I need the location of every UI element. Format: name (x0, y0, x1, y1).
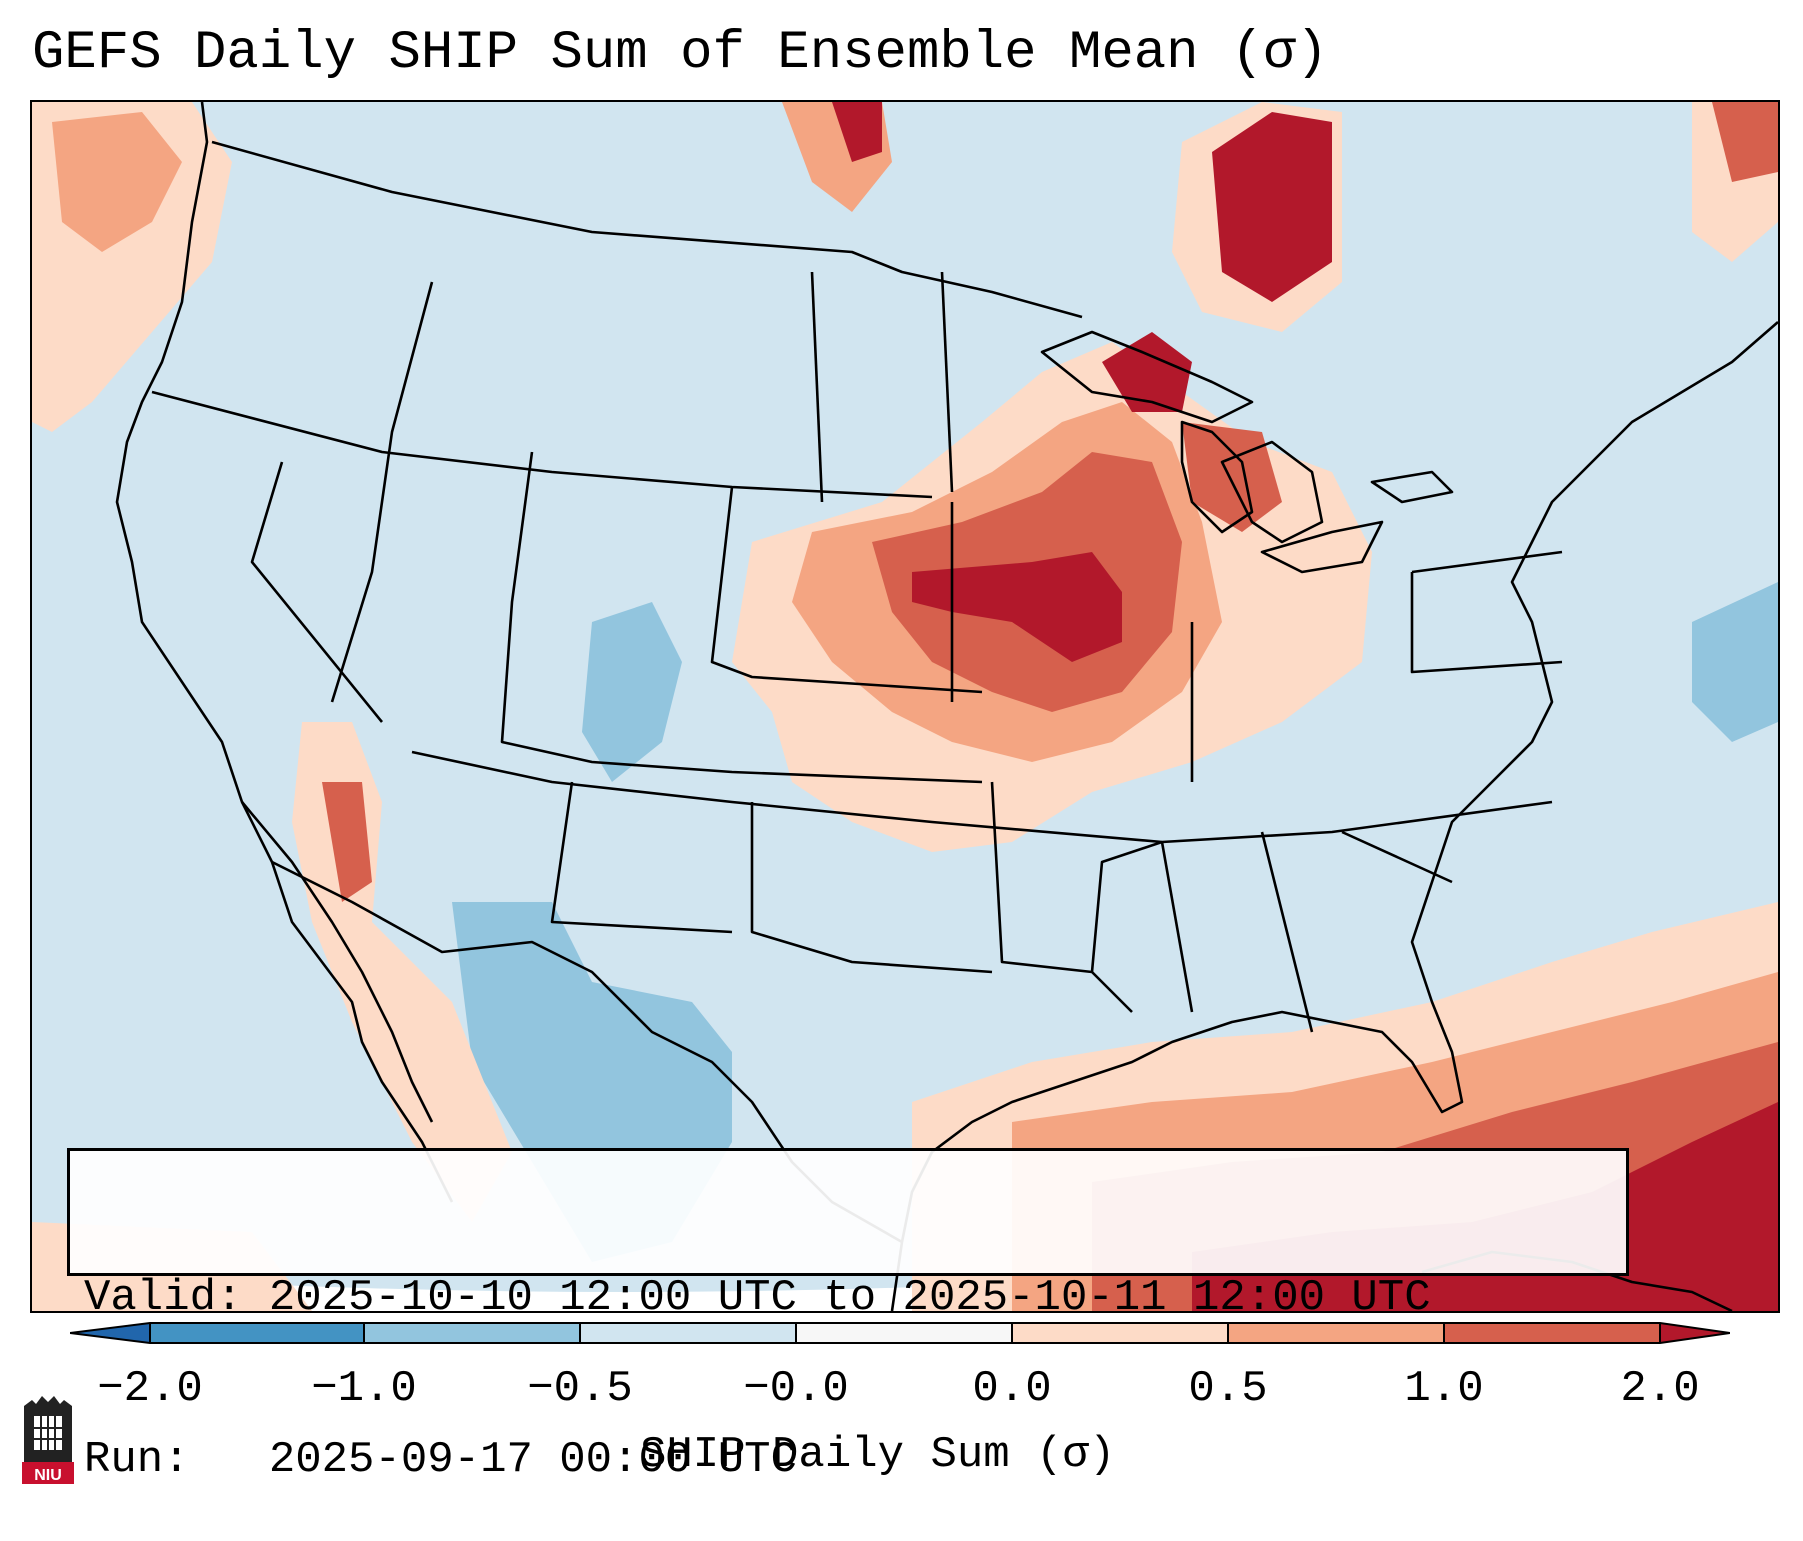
lake-superior (1040, 330, 1254, 424)
state-line-ar (990, 781, 1133, 1013)
colorbar-tick-label: −0.0 (743, 1364, 849, 1414)
colorbar-tick-label: −2.0 (97, 1364, 203, 1414)
colorbar-segment-2 (364, 1323, 580, 1343)
state-line-al (1160, 841, 1194, 1013)
state-line-nevada (250, 461, 384, 723)
colorado-cool-anomaly (582, 602, 682, 782)
colorbar-tick-label: 2.0 (1620, 1364, 1700, 1414)
lower-michigan-strong (1182, 422, 1282, 532)
colorbar-label: SHIP Daily Sum (σ) (640, 1430, 1116, 1480)
lake-michigan-east (1180, 420, 1254, 534)
colorbar-segment-1 (150, 1323, 364, 1343)
colorbar (70, 1322, 1730, 1344)
nw-anomaly-mid (52, 112, 182, 252)
state-line-3 (710, 486, 983, 694)
atlantic-cool-anomaly (1692, 582, 1778, 742)
colorbar-segment-4 (796, 1323, 1012, 1343)
state-line-tx (750, 802, 993, 974)
colorbar-tick-label: −0.5 (527, 1364, 633, 1414)
anomaly-map (32, 102, 1778, 1311)
colorbar-tick-label: 0.5 (1188, 1364, 1268, 1414)
lake-erie (1260, 520, 1384, 574)
state-line-2 (500, 451, 983, 784)
run-time-text: Run: 2025-09-17 00:00 UTC (84, 1435, 797, 1485)
state-line-mn (940, 271, 954, 493)
state-line-oh (1410, 572, 1563, 674)
colorbar-tick-label: 1.0 (1404, 1364, 1484, 1414)
maritime-anomaly (1712, 102, 1778, 182)
iowa-anomaly-max (912, 552, 1122, 662)
state-line-idaho (330, 281, 434, 703)
lake-ontario (1370, 470, 1454, 504)
state-line-ms (1090, 840, 1163, 973)
atlantic-gulf-coastline (900, 321, 1778, 1243)
map-panel (30, 100, 1780, 1313)
state-line-1 (151, 390, 933, 499)
state-line-4 (411, 750, 1553, 844)
ontario-anomaly-max (1212, 112, 1332, 302)
lake-huron (1220, 440, 1324, 544)
manitoba-anomaly-max (832, 102, 882, 162)
colorbar-tick-label: 0.0 (972, 1364, 1052, 1414)
state-line-pa (1411, 550, 1563, 574)
colorbar-segment-7 (1444, 1323, 1660, 1343)
logo-text: NIU (34, 1467, 62, 1484)
colorbar-segment-3 (580, 1323, 796, 1343)
colorbar-ticks (149, 1323, 1661, 1343)
state-line-nm (550, 781, 733, 934)
colorbar-segment-5 (1012, 1323, 1228, 1343)
state-line-sc (1341, 830, 1453, 884)
state-line-nd (810, 271, 824, 503)
colorbar-segment-6 (1228, 1323, 1444, 1343)
canada-border (211, 140, 1083, 319)
baja-coastline (241, 801, 434, 1123)
colorbar-extend-high (1660, 1323, 1730, 1343)
state-line-ga (1260, 831, 1314, 1033)
colorbar-tick-label: −1.0 (311, 1364, 417, 1414)
map-title: GEFS Daily SHIP Sum of Ensemble Mean (σ) (32, 23, 1329, 84)
pacific-coastline (115, 102, 454, 1203)
colorbar-extend-low (70, 1323, 150, 1343)
socal-anomaly (322, 782, 372, 902)
valid-run-box: Valid: 2025-10-10 12:00 UTC to 2025-10-1… (67, 1148, 1629, 1485)
niu-logo-icon: NIU (22, 1396, 74, 1484)
valid-time-text: Valid: 2025-10-10 12:00 UTC to 2025-10-1… (84, 1273, 1431, 1323)
upper-michigan-max (1102, 332, 1192, 412)
